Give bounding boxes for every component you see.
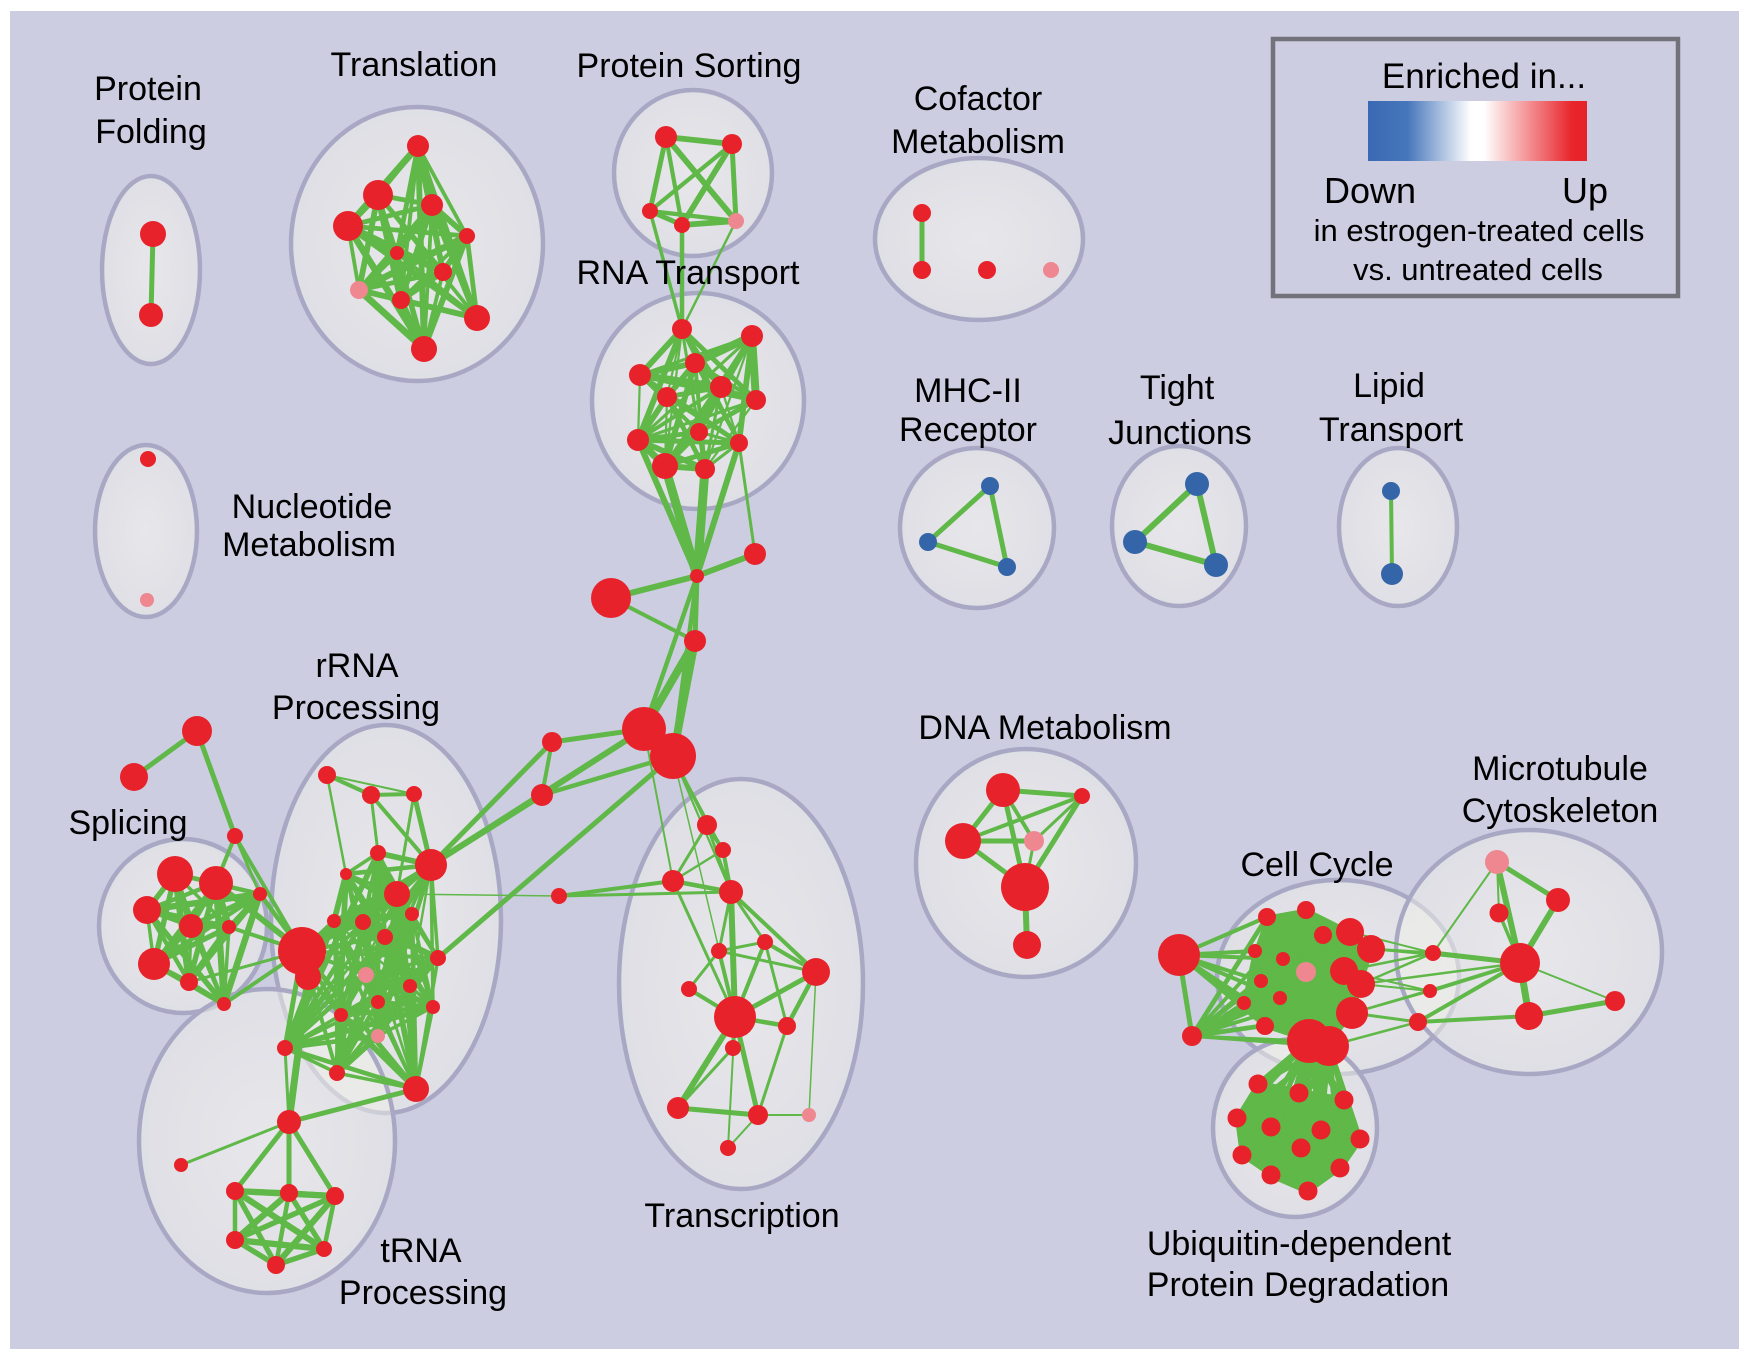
svg-text:Translation: Translation [331,46,498,84]
svg-text:Transcription: Transcription [644,1197,839,1235]
svg-text:vs. untreated cells: vs. untreated cells [1353,252,1603,287]
svg-text:Protein Degradation: Protein Degradation [1147,1266,1449,1304]
svg-text:Cell Cycle: Cell Cycle [1240,846,1393,884]
svg-text:Transport: Transport [1319,411,1464,449]
svg-text:Protein: Protein [94,70,202,108]
svg-text:Cytoskeleton: Cytoskeleton [1462,792,1659,830]
svg-text:Lipid: Lipid [1353,367,1425,405]
svg-text:in estrogen-treated cells: in estrogen-treated cells [1314,213,1645,248]
svg-text:DNA Metabolism: DNA Metabolism [918,709,1171,747]
svg-text:Metabolism: Metabolism [891,123,1065,161]
svg-text:Junctions: Junctions [1108,414,1252,452]
svg-text:MHC-II: MHC-II [914,372,1022,410]
svg-text:Up: Up [1562,170,1608,211]
svg-text:Ubiquitin-dependent: Ubiquitin-dependent [1147,1225,1452,1263]
svg-text:Receptor: Receptor [899,411,1037,449]
svg-text:Processing: Processing [339,1274,507,1312]
svg-text:Nucleotide: Nucleotide [232,488,393,526]
svg-text:Splicing: Splicing [68,804,187,842]
svg-text:Enriched in...: Enriched in... [1382,57,1586,96]
svg-text:Protein Sorting: Protein Sorting [577,47,802,85]
svg-text:Cofactor: Cofactor [914,80,1043,118]
svg-text:Folding: Folding [95,113,207,151]
svg-text:rRNA: rRNA [315,647,398,685]
svg-text:Processing: Processing [272,689,440,727]
svg-text:Tight: Tight [1140,369,1215,407]
svg-text:Metabolism: Metabolism [222,526,396,564]
svg-text:Microtubule: Microtubule [1472,750,1648,788]
svg-text:Down: Down [1324,170,1416,211]
svg-text:RNA Transport: RNA Transport [577,254,801,292]
svg-text:tRNA: tRNA [380,1232,462,1270]
